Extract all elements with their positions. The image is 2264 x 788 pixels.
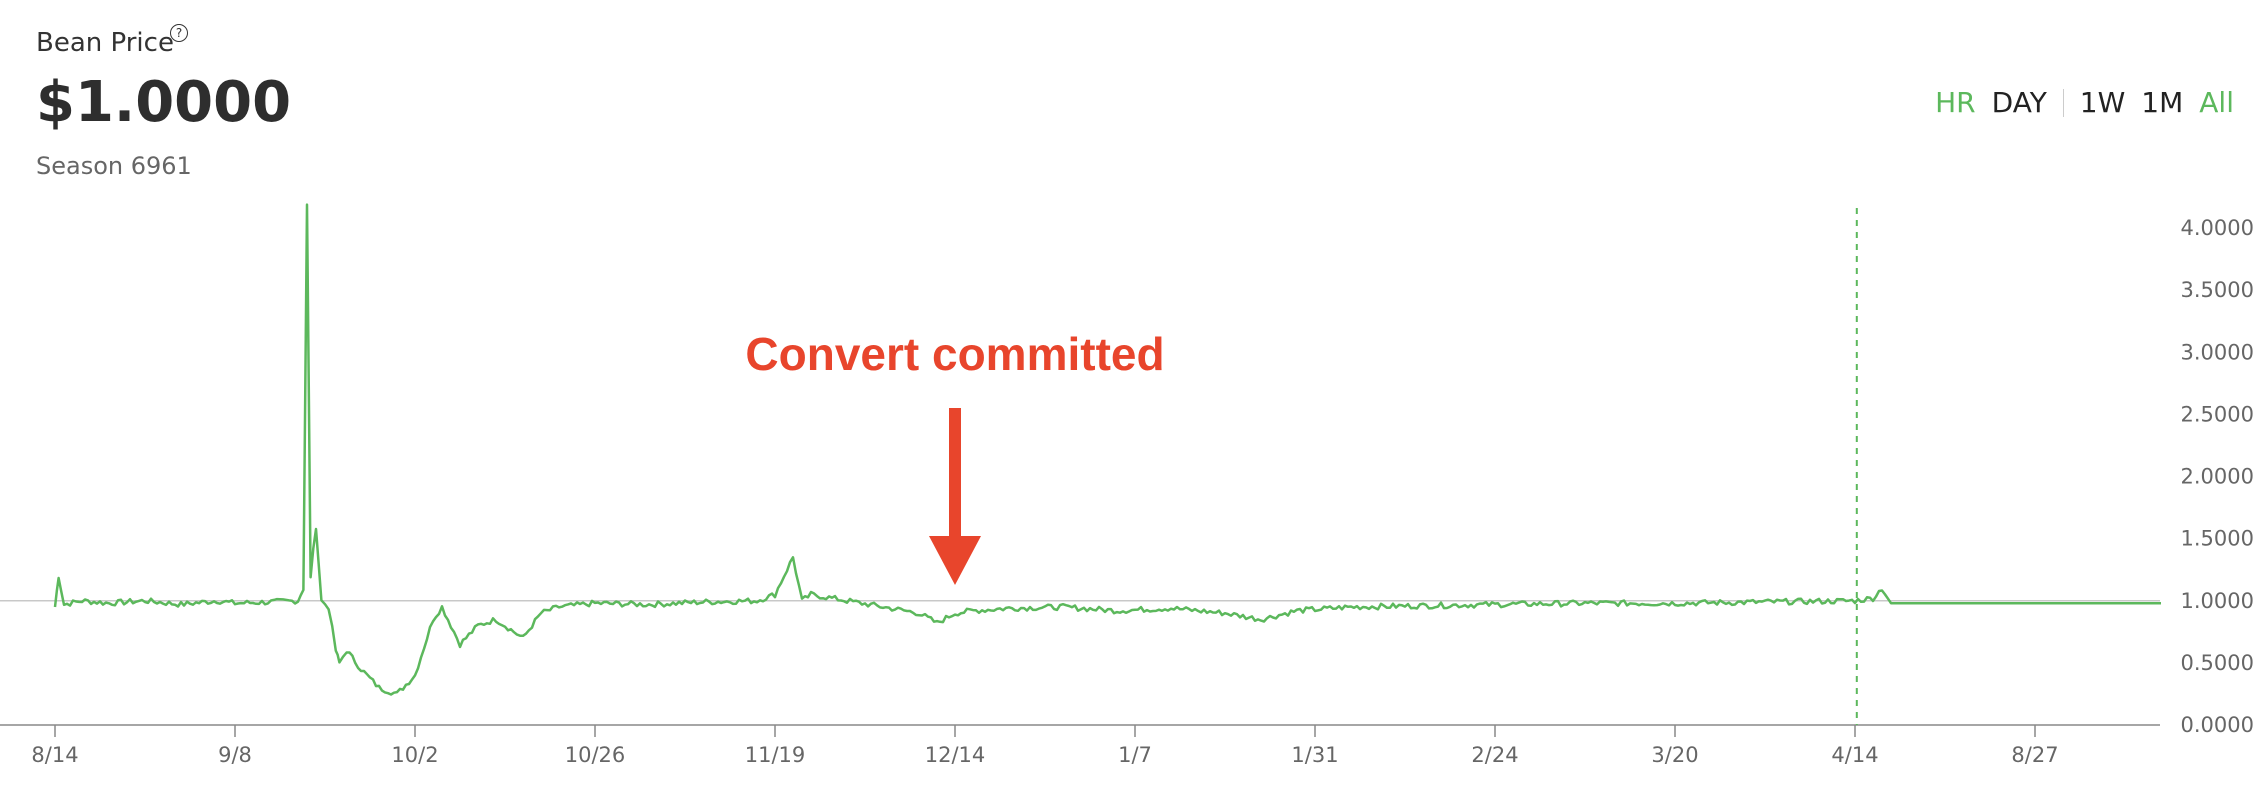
y-tick-label: 2.5000 [2181, 402, 2254, 426]
current-price: $1.0000 [36, 70, 292, 135]
chart-title: Bean Price [36, 28, 174, 58]
range-1w-button[interactable]: 1W [2079, 86, 2126, 119]
x-tick-label: 8/27 [2011, 743, 2058, 767]
x-tick-label: 1/7 [1118, 743, 1152, 767]
x-tick-label: 12/14 [925, 743, 986, 767]
time-range-selector: HR DAY 1W 1M All [1935, 86, 2234, 119]
annotation-arrow-shaft [949, 408, 961, 538]
question-circle-icon[interactable]: ? [170, 24, 188, 42]
range-hr-button[interactable]: HR [1935, 86, 1976, 119]
y-tick-label: 2.0000 [2181, 465, 2254, 489]
range-divider [2062, 88, 2064, 117]
x-tick-label: 2/24 [1471, 743, 1518, 767]
x-tick-label: 9/8 [218, 743, 252, 767]
y-tick-label: 1.5000 [2181, 527, 2254, 551]
x-tick-label: 10/26 [565, 743, 626, 767]
y-tick-label: 0.5000 [2181, 651, 2254, 675]
y-tick-label: 0.0000 [2181, 713, 2254, 737]
y-tick-label: 3.0000 [2181, 340, 2254, 364]
x-tick-label: 10/2 [391, 743, 438, 767]
range-1m-button[interactable]: 1M [2141, 86, 2184, 119]
x-tick-label: 1/31 [1291, 743, 1338, 767]
x-tick-label: 4/14 [1831, 743, 1878, 767]
x-tick-label: 11/19 [745, 743, 806, 767]
annotation-arrow-head [929, 536, 981, 585]
y-tick-label: 3.5000 [2181, 278, 2254, 302]
y-tick-label: 1.0000 [2181, 589, 2254, 613]
annotation-label: Convert committed [745, 328, 1164, 380]
price-line [53, 203, 2161, 696]
range-day-button[interactable]: DAY [1991, 86, 2047, 119]
y-tick-label: 4.0000 [2181, 216, 2254, 240]
season-label: Season 6961 [36, 152, 192, 180]
range-all-button[interactable]: All [2199, 86, 2234, 119]
x-tick-label: 3/20 [1651, 743, 1698, 767]
x-tick-label: 8/14 [31, 743, 78, 767]
